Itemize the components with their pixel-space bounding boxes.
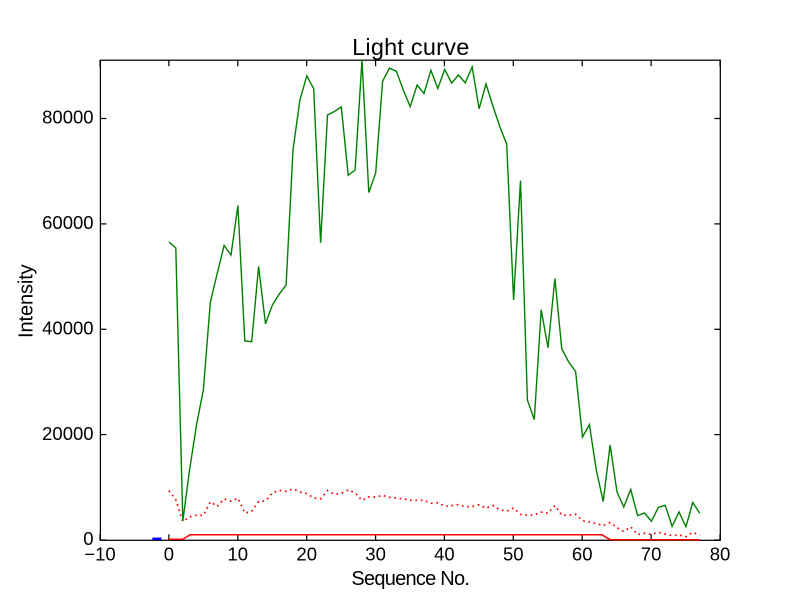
svg-text:50: 50 xyxy=(503,543,524,564)
svg-text:−10: −10 xyxy=(84,543,115,564)
svg-text:0: 0 xyxy=(164,543,174,564)
svg-text:30: 30 xyxy=(365,543,386,564)
svg-text:40: 40 xyxy=(434,543,455,564)
svg-text:70: 70 xyxy=(641,543,662,564)
svg-text:20: 20 xyxy=(296,543,317,564)
svg-text:20000: 20000 xyxy=(42,423,93,444)
svg-text:80: 80 xyxy=(710,543,731,564)
svg-text:60000: 60000 xyxy=(42,212,93,233)
svg-text:40000: 40000 xyxy=(42,318,93,339)
svg-text:60: 60 xyxy=(572,543,593,564)
svg-text:Intensity: Intensity xyxy=(16,264,38,338)
svg-text:80000: 80000 xyxy=(42,107,93,128)
svg-text:0: 0 xyxy=(83,528,93,549)
svg-text:Sequence No.: Sequence No. xyxy=(351,568,469,590)
svg-text:10: 10 xyxy=(228,543,249,564)
svg-text:Light curve: Light curve xyxy=(352,34,469,60)
